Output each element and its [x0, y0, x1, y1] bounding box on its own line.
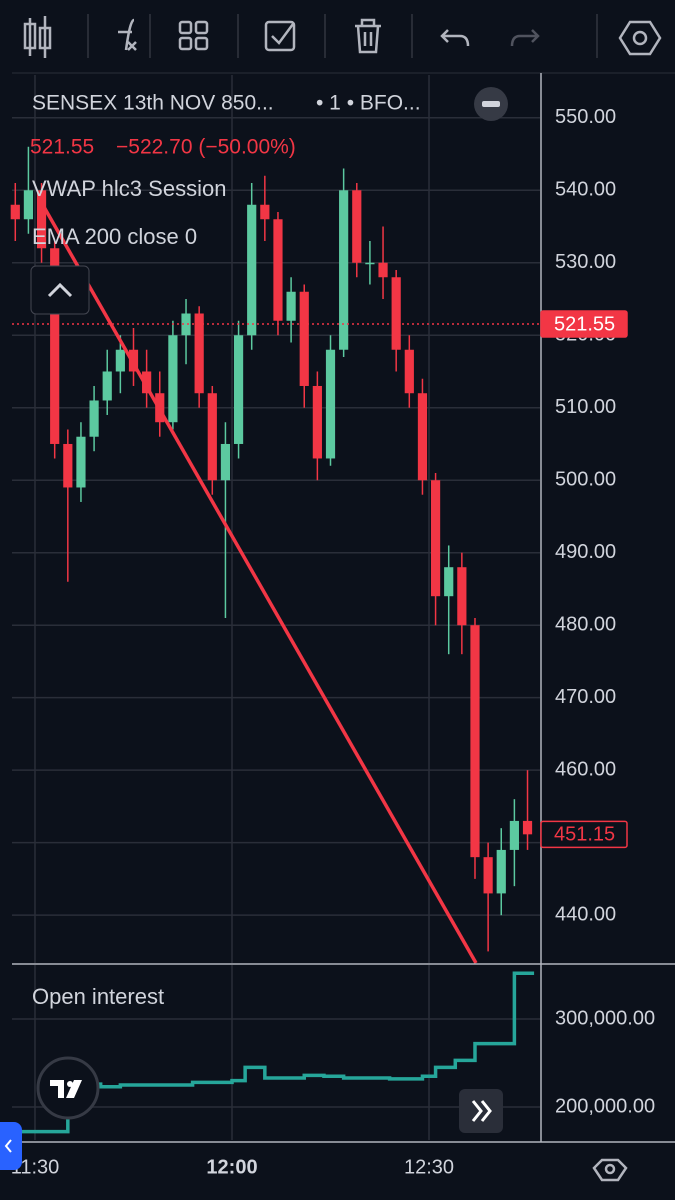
candle-body: [457, 567, 467, 626]
candle-body: [181, 313, 191, 336]
candle-body: [76, 436, 86, 488]
select-button[interactable]: [264, 20, 296, 52]
tradingview-logo[interactable]: [36, 1056, 100, 1120]
y-tick-label: 300,000.00: [555, 1007, 655, 1029]
chevron-up: [47, 282, 73, 298]
candle-body: [325, 349, 336, 459]
y-tick-label: 530.00: [555, 251, 616, 273]
y-tick-label: 550.00: [555, 106, 616, 128]
axes: 440.00450.00460.00470.00480.00490.00500.…: [11, 106, 655, 1178]
candle-body: [312, 385, 322, 459]
candle-body: [247, 204, 257, 336]
last-price: 521.55: [30, 136, 94, 159]
undo-button[interactable]: [440, 29, 470, 47]
layouts-button[interactable]: [178, 20, 209, 51]
candle-body: [142, 371, 152, 394]
side-tab-chevron: [4, 1139, 12, 1153]
candle-body: [483, 857, 493, 894]
candle-body: [10, 204, 20, 220]
settings-button[interactable]: [618, 20, 662, 56]
trend-line-drawing[interactable]: [38, 199, 478, 964]
y-tick-label: 440.00: [555, 903, 616, 925]
logo-dot: [67, 1081, 73, 1087]
candle-body: [444, 567, 454, 597]
candle-body: [286, 291, 296, 321]
y-tick-label: 490.00: [555, 541, 616, 563]
candle-body: [233, 335, 244, 444]
candle-body: [220, 443, 231, 481]
interval-exchange: • 1 • BFO...: [316, 92, 421, 115]
candle-body: [207, 393, 217, 481]
y-tick-label: 500.00: [555, 468, 616, 490]
axis-settings-button[interactable]: [592, 1158, 628, 1182]
grid: [12, 75, 540, 1140]
price-label-box: [540, 310, 628, 338]
candle-body: [417, 393, 428, 481]
x-tick-label: 12:00: [206, 1156, 257, 1178]
candle-body: [273, 219, 283, 321]
legend-toggle[interactable]: [30, 265, 90, 315]
symbol-title[interactable]: SENSEX 13th NOV 850...: [32, 92, 274, 115]
candle-body: [430, 480, 441, 597]
candle-body: [194, 313, 204, 394]
candle-body: [50, 248, 60, 444]
candle-body: [36, 190, 47, 249]
y-tick-label: 200,000.00: [555, 1095, 655, 1117]
indicator-label[interactable]: VWAP hlc3 Session: [32, 176, 226, 201]
candle-body: [391, 277, 401, 350]
pane-title: Open interest: [32, 984, 164, 1009]
candle-type-button[interactable]: [23, 16, 52, 58]
candle-body: [260, 204, 270, 220]
logo-mark: [50, 1080, 82, 1098]
indicators-button[interactable]: [118, 18, 137, 51]
y-tick-label: 470.00: [555, 686, 616, 708]
redo-button[interactable]: [510, 29, 540, 47]
candle-body: [496, 849, 506, 894]
y-tick-label: 460.00: [555, 758, 616, 780]
y-tick-label: 510.00: [555, 396, 616, 418]
candle-body: [102, 371, 112, 401]
candle-body: [365, 262, 375, 265]
candle-body: [522, 820, 533, 835]
candle-body: [404, 349, 414, 394]
price-change: −522.70 (−50.00%): [116, 136, 296, 159]
candle-body: [470, 625, 480, 858]
candle-body: [63, 443, 73, 488]
double-chevron: [471, 1100, 492, 1122]
delete-button[interactable]: [355, 18, 381, 54]
price-label: 451.15: [554, 824, 615, 846]
price-label: 521.55: [554, 313, 615, 335]
candle-body: [299, 291, 309, 386]
candle-body: [352, 190, 362, 263]
y-tick-label: 540.00: [555, 179, 616, 201]
toolbar: [23, 14, 662, 58]
candle-body: [115, 349, 125, 372]
collapse-icon: [482, 101, 500, 107]
oi-line: [15, 971, 535, 1134]
indicator-label[interactable]: EMA 200 close 0: [32, 224, 197, 249]
y-tick-label: 480.00: [555, 613, 616, 635]
candle-body: [168, 335, 178, 423]
candle-body: [23, 190, 34, 220]
candle-body: [378, 262, 388, 278]
side-tab[interactable]: [0, 1122, 22, 1170]
candle-body: [509, 820, 519, 850]
price-label-box: [540, 820, 628, 849]
x-tick-label: 12:30: [404, 1156, 454, 1178]
x-tick-label: 11:30: [11, 1156, 60, 1178]
candle-body: [89, 400, 99, 437]
candle-body: [339, 190, 349, 350]
